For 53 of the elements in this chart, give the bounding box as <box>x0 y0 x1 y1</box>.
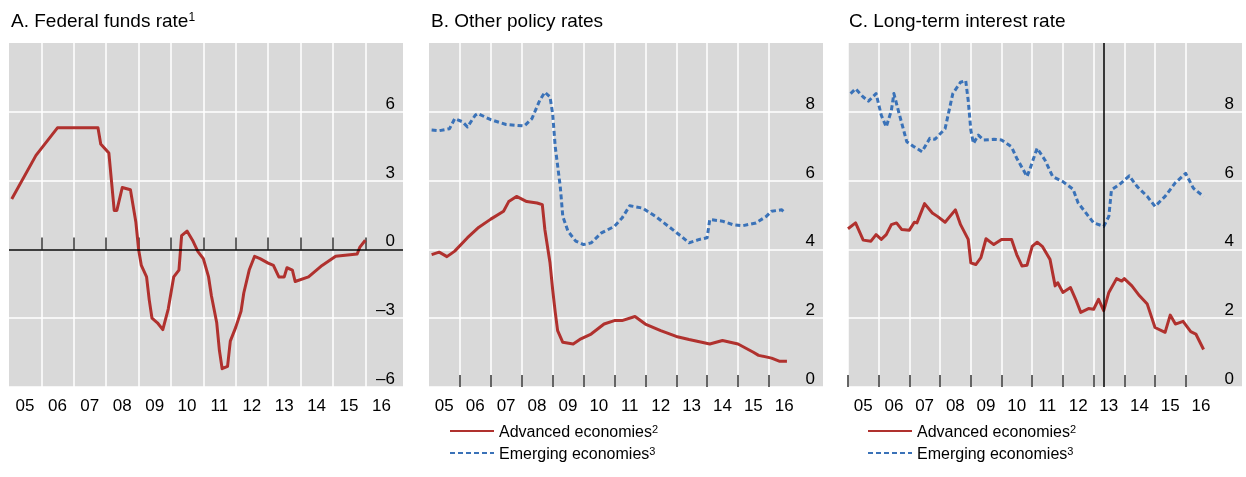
x-tick-label: 09 <box>976 396 996 415</box>
x-tick-label: 16 <box>371 396 391 415</box>
x-tick-label: 11 <box>1038 396 1057 415</box>
x-tick-label: 07 <box>915 396 935 415</box>
x-tick-label: 08 <box>527 396 547 415</box>
x-tick-label: 13 <box>682 396 702 415</box>
x-tick-label: 11 <box>210 396 229 415</box>
x-tick-label: 10 <box>589 396 609 415</box>
x-tick-label: 12 <box>651 396 671 415</box>
chart-title: B. Other policy rates <box>431 10 604 31</box>
y-tick-label: 2 <box>805 300 815 320</box>
x-tick-label: 14 <box>1130 396 1149 415</box>
y-tick-label: 4 <box>805 231 815 251</box>
x-tick-label: 15 <box>339 396 359 415</box>
y-tick-label: 0 <box>1224 369 1234 388</box>
x-tick-label: 06 <box>47 396 67 415</box>
x-tick-label: 15 <box>1160 396 1180 415</box>
y-tick-label: 3 <box>385 162 395 182</box>
x-tick-label: 11 <box>620 396 639 415</box>
x-tick-label: 13 <box>274 396 294 415</box>
y-tick-label: 2 <box>1224 300 1234 320</box>
chart-title: C. Long-term interest rate <box>849 10 1066 31</box>
y-tick-label: 6 <box>805 162 815 182</box>
x-tick-label: 12 <box>1068 396 1088 415</box>
x-tick-label: 07 <box>496 396 516 415</box>
y-tick-label: 0 <box>385 231 395 251</box>
x-tick-label: 08 <box>945 396 965 415</box>
x-tick-label: 05 <box>853 396 873 415</box>
y-tick-label: 0 <box>805 369 815 388</box>
y-tick-label: –6 <box>376 369 395 388</box>
x-tick-label: 12 <box>242 396 262 415</box>
y-tick-label: 6 <box>385 93 395 113</box>
x-tick-label: 16 <box>774 396 794 415</box>
x-tick-label: 16 <box>1191 396 1211 415</box>
x-tick-label: 09 <box>558 396 578 415</box>
y-tick-label: 8 <box>1224 93 1234 113</box>
x-tick-label: 10 <box>177 396 197 415</box>
x-tick-label: 10 <box>1007 396 1027 415</box>
x-tick-label: 13 <box>1099 396 1119 415</box>
x-tick-label: 06 <box>884 396 904 415</box>
x-tick-label: 05 <box>434 396 454 415</box>
x-tick-label: 09 <box>145 396 165 415</box>
x-tick-label: 14 <box>307 396 327 415</box>
x-tick-label: 14 <box>713 396 732 415</box>
y-tick-label: –3 <box>376 300 395 320</box>
y-tick-label: 6 <box>1224 162 1234 182</box>
x-tick-label: 15 <box>743 396 763 415</box>
y-tick-label: 8 <box>805 93 815 113</box>
x-tick-label: 07 <box>80 396 100 415</box>
x-tick-label: 08 <box>112 396 132 415</box>
x-tick-label: 06 <box>465 396 485 415</box>
x-tick-label: 05 <box>15 396 35 415</box>
y-tick-label: 4 <box>1224 231 1234 251</box>
